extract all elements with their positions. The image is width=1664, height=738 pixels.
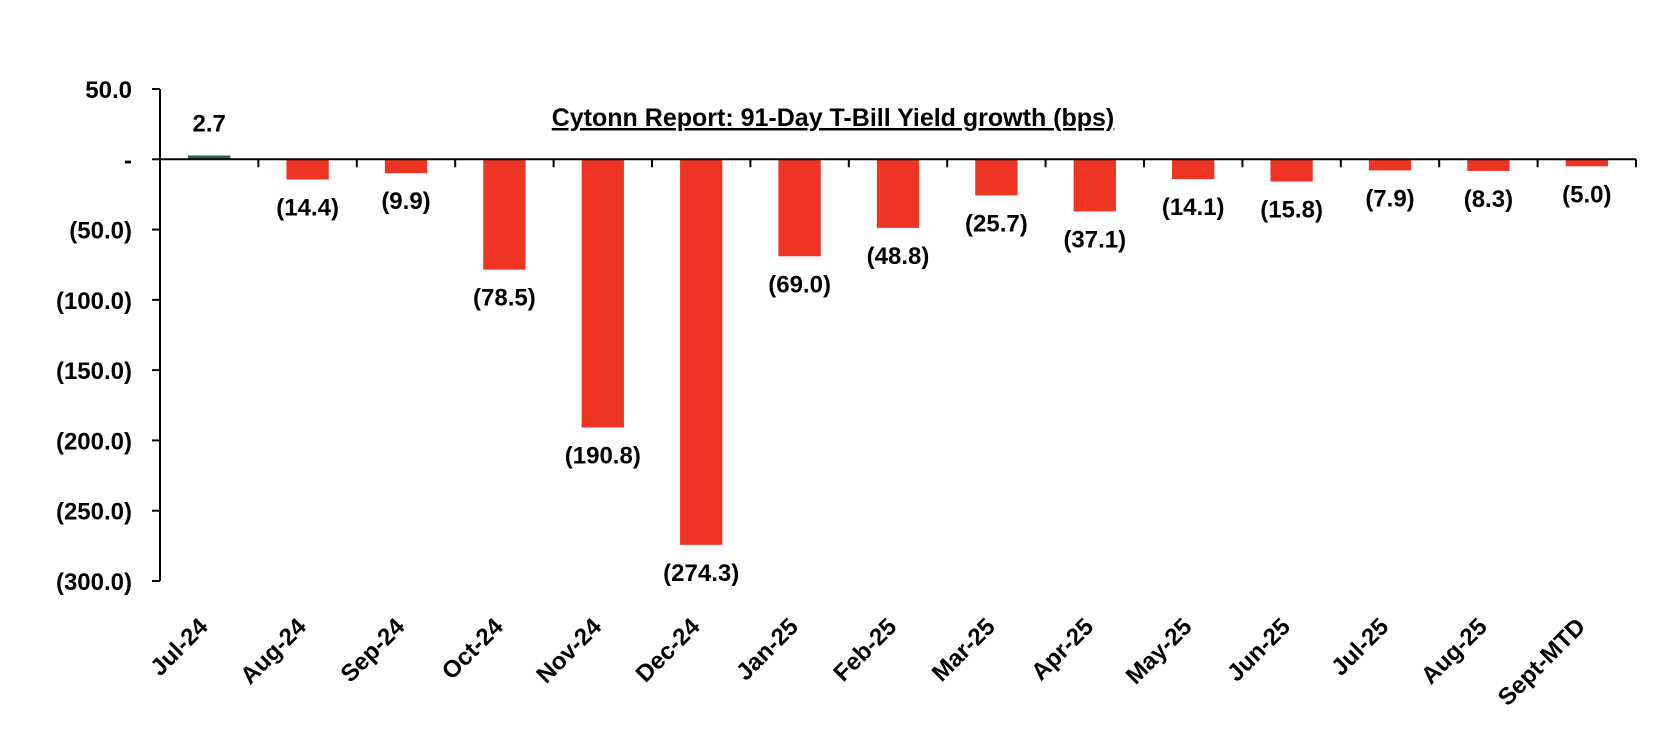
y-tick-label: (250.0) [56,499,132,526]
x-tick-label: Mar-25 [927,613,1001,687]
bar [286,159,329,180]
x-tick-label: Jan-25 [731,613,804,686]
x-tick-label: Nov-24 [531,613,607,689]
data-label: (69.0) [768,271,831,298]
x-tick-label: Oct-24 [437,613,509,685]
y-tick-label: (150.0) [56,358,132,385]
data-label: (25.7) [965,210,1028,237]
bar [581,159,624,428]
data-label: (9.9) [381,188,430,215]
x-tick-label: Sept-MTD [1493,613,1591,711]
bar [1073,159,1116,212]
bar [1172,159,1215,180]
bar [188,155,231,160]
bar [975,159,1018,196]
data-label: (8.3) [1464,186,1513,213]
data-label: (5.0) [1562,181,1611,208]
bar [1368,159,1412,171]
x-tick-label: Aug-24 [235,613,312,690]
y-tick-label: (100.0) [56,288,132,315]
data-label: (7.9) [1365,185,1414,212]
bar [1565,159,1608,167]
bar [483,159,526,270]
data-label: (274.3) [663,560,739,587]
x-tick-label: May-25 [1121,613,1198,690]
data-label: (48.8) [867,243,930,270]
data-labels: 2.7 (14.4) (9.9) (78.5) (190.8) (274.3) (69.0)… [193,110,1612,586]
bar [778,159,821,257]
data-label: (15.8) [1260,196,1323,223]
x-tick-label: Jun-25 [1222,613,1296,687]
bar [1270,159,1313,182]
bar [876,159,920,228]
data-label: (78.5) [473,285,536,312]
chart-title: Cytonn Report: 91-Day T-Bill Yield growt… [552,104,1115,132]
data-label: (14.1) [1162,194,1225,221]
x-tick-label: Aug-25 [1416,613,1493,690]
data-label: (37.1) [1063,226,1126,253]
x-tick-label: Feb-25 [828,613,902,687]
y-tick-label: - [124,147,132,174]
data-label: (14.4) [276,195,339,222]
y-tick-label: (200.0) [56,428,132,455]
bars [188,155,1608,545]
bar [384,159,428,174]
bar [1467,159,1510,171]
y-tick-label: (300.0) [56,569,132,596]
y-axis: 50.0 - (50.0) (100.0) (150.0) (200.0) (250.0) (… [56,77,161,596]
x-tick-label: Jul-25 [1326,613,1394,681]
x-tick-label: Apr-25 [1026,613,1099,686]
bar [680,159,723,545]
data-label: (190.8) [565,442,641,469]
data-label: 2.7 [193,110,226,137]
x-tick-label: Sep-24 [335,613,410,688]
x-tick-label: Jul-24 [145,613,214,682]
y-tick-label: 50.0 [85,77,132,104]
x-tick-label: Dec-24 [631,613,706,688]
y-tick-label: (50.0) [69,218,132,245]
